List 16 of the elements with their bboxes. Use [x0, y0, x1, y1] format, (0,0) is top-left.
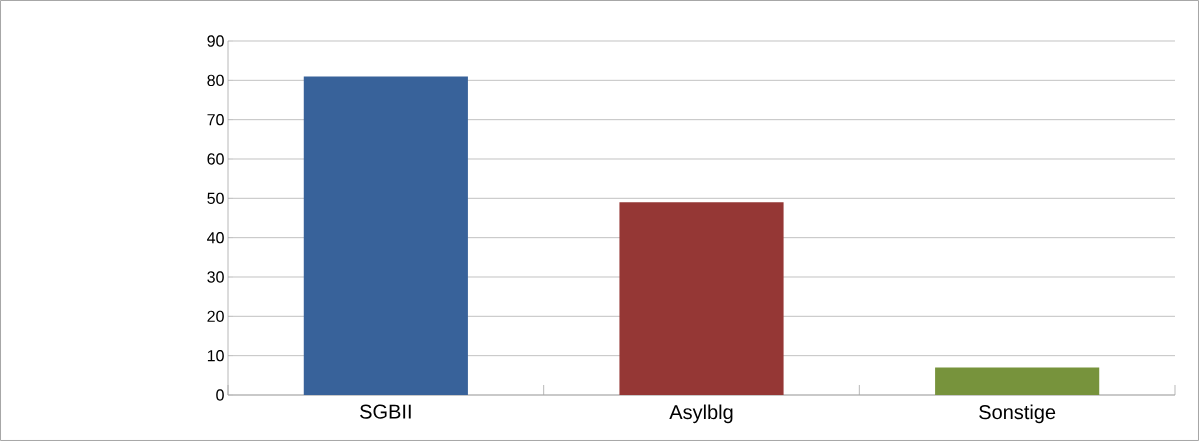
y-tick-label: 80	[207, 74, 224, 86]
y-tick-label: 0	[216, 389, 224, 401]
y-tick-label: 20	[207, 310, 224, 322]
x-tick-label: SGBII	[360, 404, 411, 419]
y-tick-label: 70	[207, 114, 224, 126]
y-tick-label: 60	[207, 153, 224, 165]
bar	[619, 202, 784, 395]
y-tick-label: 50	[207, 192, 224, 204]
bar	[303, 76, 468, 395]
bar	[935, 367, 1100, 395]
y-tick-label: 10	[207, 350, 224, 362]
x-tick-label: Sonstige	[979, 404, 1056, 424]
y-tick-label: 30	[207, 271, 224, 283]
x-tick-label: Asylblg	[669, 404, 733, 424]
y-tick-label: 40	[207, 232, 224, 244]
y-tick-label: 90	[207, 35, 224, 47]
